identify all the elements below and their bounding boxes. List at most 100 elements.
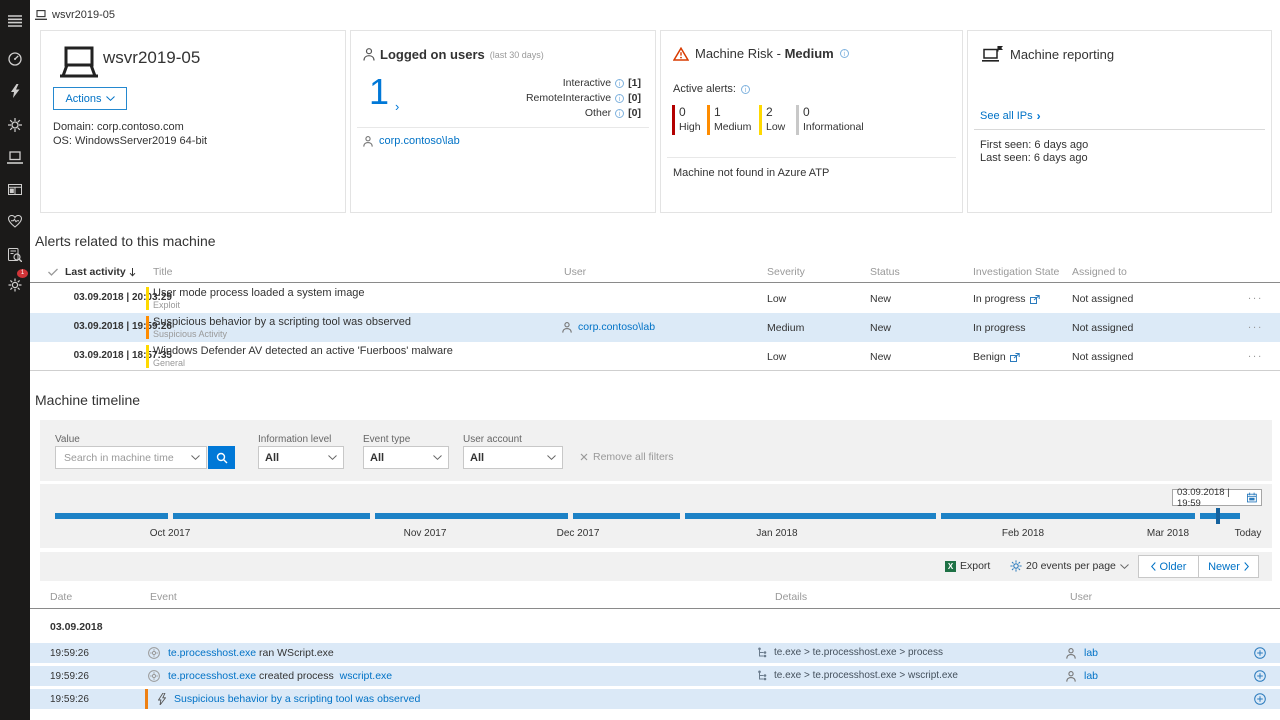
month-label: Feb 2018 xyxy=(1001,528,1045,539)
col-user[interactable]: User xyxy=(564,266,587,278)
timeline-section-title: Machine timeline xyxy=(35,392,141,408)
events-table: Date Event Details User 03.09.2018 19:59… xyxy=(30,588,1280,718)
info-icon[interactable] xyxy=(740,84,750,94)
alert-severity: Low xyxy=(767,351,787,363)
event-user-link[interactable]: lab xyxy=(1084,670,1099,682)
remove-all-filters-button[interactable]: Remove all filters xyxy=(580,451,674,463)
alert-assigned: Not assigned xyxy=(1072,351,1134,363)
alerts-icon[interactable] xyxy=(0,78,30,104)
row-more-button[interactable]: ... xyxy=(1248,348,1264,360)
timeline-track-segment[interactable] xyxy=(375,513,568,519)
timeline-slider-handle[interactable] xyxy=(1216,508,1220,524)
export-button[interactable]: Export xyxy=(945,560,990,572)
timeline-search-combobox[interactable] xyxy=(55,446,207,469)
users-count[interactable]: 1 xyxy=(369,71,390,112)
date-picker[interactable]: 03.09.2018 | 19:59 xyxy=(1172,487,1262,509)
severity-bar-informational xyxy=(796,105,799,135)
severity-bar-high xyxy=(672,105,675,135)
stat-label: High xyxy=(679,121,701,133)
col-event[interactable]: Event xyxy=(150,591,177,603)
process-tree-icon xyxy=(758,670,767,681)
expand-row-icon[interactable] xyxy=(1254,670,1266,682)
col-details[interactable]: Details xyxy=(775,591,808,603)
timeline-track-segment[interactable] xyxy=(941,513,1195,519)
machines-icon[interactable] xyxy=(0,144,30,170)
stat-count: 1 xyxy=(714,105,721,119)
chevron-right-icon[interactable]: › xyxy=(395,99,400,114)
machine-risk-card: Machine Risk - Medium Active alerts: 0 H… xyxy=(660,30,963,213)
alert-row[interactable]: 03.09.2018 | 18:57:35 Windows Defender A… xyxy=(30,342,1280,370)
alert-investigation[interactable]: Benign xyxy=(973,351,1020,363)
expand-row-icon[interactable] xyxy=(1254,647,1266,659)
advanced-hunting-icon[interactable] xyxy=(0,242,30,268)
actions-button[interactable]: Actions xyxy=(53,87,127,110)
severity-bar xyxy=(146,316,149,339)
alert-investigation[interactable]: In progress xyxy=(973,293,1040,305)
col-investigation[interactable]: Investigation State xyxy=(973,266,1060,278)
machine-reporting-card: Machine reporting See all IPs › First se… xyxy=(967,30,1272,213)
info-icon[interactable] xyxy=(615,108,625,118)
event-row[interactable]: 19:59:26 te.processhost.exe created proc… xyxy=(30,666,1280,686)
timeline-track-segment[interactable] xyxy=(1200,513,1240,519)
col-assigned[interactable]: Assigned to xyxy=(1072,266,1127,278)
alert-user-link[interactable]: corp.contoso\lab xyxy=(578,321,656,333)
divider xyxy=(357,127,649,128)
row-more-button[interactable]: ... xyxy=(1248,290,1264,302)
timeline-track-segment[interactable] xyxy=(685,513,936,519)
alert-row[interactable]: 03.09.2018 | 19:59:26 Suspicious behavio… xyxy=(30,313,1280,342)
events-per-page-dropdown[interactable]: 20 events per page xyxy=(1010,560,1129,572)
select-all-check-icon[interactable] xyxy=(48,268,58,276)
open-investigation-icon xyxy=(1029,294,1040,304)
dashboard-icon[interactable] xyxy=(0,46,30,72)
timeline-track-segment[interactable] xyxy=(173,513,370,519)
col-title[interactable]: Title xyxy=(153,266,173,278)
chevron-left-icon xyxy=(1150,562,1156,571)
event-type-label: Event type xyxy=(363,434,411,445)
stat-label: Informational xyxy=(803,121,864,133)
search-input[interactable] xyxy=(62,450,176,465)
breadcrumb-machine[interactable]: wsvr2019-05 xyxy=(52,9,115,21)
older-button[interactable]: Older xyxy=(1138,555,1199,578)
information-level-dropdown[interactable]: All xyxy=(258,446,344,469)
search-button[interactable] xyxy=(208,446,235,469)
col-status[interactable]: Status xyxy=(870,266,900,278)
col-severity[interactable]: Severity xyxy=(767,266,805,278)
settings-badge: 1 xyxy=(17,269,28,278)
info-icon[interactable] xyxy=(839,49,849,58)
newer-button[interactable]: Newer xyxy=(1198,555,1259,578)
process-link[interactable]: te.processhost.exe xyxy=(168,647,257,659)
first-seen: First seen: 6 days ago xyxy=(980,139,1089,151)
reports-icon[interactable] xyxy=(0,176,30,202)
severity-bar-medium xyxy=(707,105,710,135)
event-type-dropdown[interactable]: All xyxy=(363,446,449,469)
menu-icon[interactable] xyxy=(0,8,30,34)
col-last-activity[interactable]: Last activity xyxy=(65,266,136,278)
alert-status: New xyxy=(870,351,892,363)
settings-icon[interactable]: 1 xyxy=(0,269,30,298)
info-icon[interactable] xyxy=(615,78,625,88)
col-user[interactable]: User xyxy=(1070,591,1093,603)
alert-row[interactable]: 03.09.2018 | 20:03:29 User mode process … xyxy=(30,284,1280,313)
investigations-icon[interactable] xyxy=(0,112,30,138)
event-user-link[interactable]: lab xyxy=(1084,647,1099,659)
timeline-track-segment[interactable] xyxy=(573,513,680,519)
event-description: te.processhost.exe created process wscri… xyxy=(168,670,393,682)
alert-link[interactable]: Suspicious behavior by a scripting tool … xyxy=(174,693,421,705)
user-account-dropdown[interactable]: All xyxy=(463,446,563,469)
event-row[interactable]: 19:59:26 Suspicious behavior by a script… xyxy=(30,689,1280,709)
timeline-track-segment[interactable] xyxy=(55,513,168,519)
row-more-button[interactable]: ... xyxy=(1248,319,1264,331)
process-link[interactable]: te.processhost.exe xyxy=(168,670,257,682)
event-row[interactable]: 19:59:26 te.processhost.exe ran WScript.… xyxy=(30,643,1280,663)
users-card-subtitle: (last 30 days) xyxy=(489,49,544,60)
secure-score-icon[interactable] xyxy=(0,208,30,234)
col-date[interactable]: Date xyxy=(50,591,73,603)
expand-row-icon[interactable] xyxy=(1254,693,1266,705)
chevron-down-icon xyxy=(328,455,337,460)
logged-on-user-link[interactable]: corp.contoso\lab xyxy=(379,135,460,147)
timeline-slider-area: 03.09.2018 | 19:59 Oct 2017 Nov 2017 Dec… xyxy=(40,484,1272,548)
info-icon[interactable] xyxy=(615,93,625,103)
process-link[interactable]: wscript.exe xyxy=(339,670,393,682)
see-all-ips-link[interactable]: See all IPs xyxy=(980,110,1033,122)
stat-count: 2 xyxy=(766,105,773,119)
